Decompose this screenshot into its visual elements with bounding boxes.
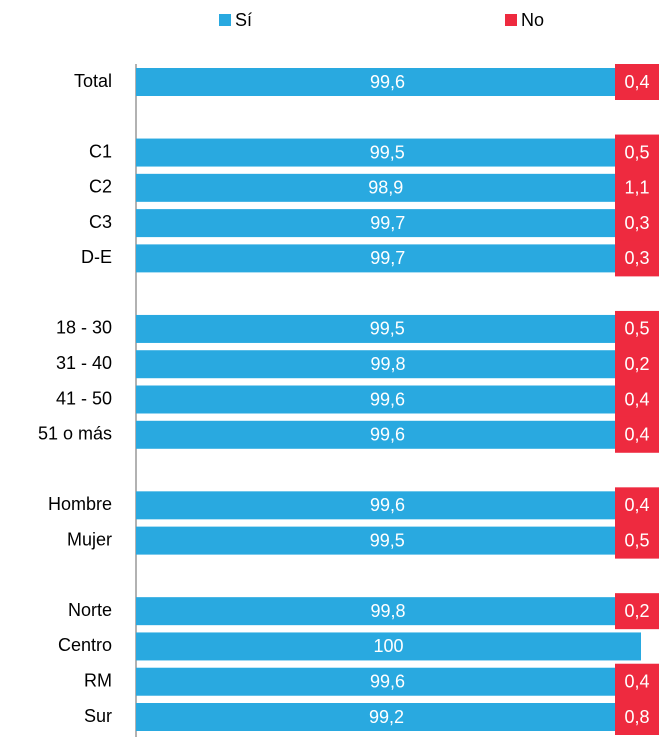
bar-segment: [136, 385, 639, 414]
bar-segment: [136, 138, 639, 167]
bar-segment: [136, 209, 640, 238]
data-label-box: [615, 240, 659, 277]
data-label: 0,5: [624, 142, 649, 162]
bar-segment: [136, 526, 639, 555]
category-label: Norte: [68, 600, 112, 620]
data-label: 99,6: [370, 671, 405, 691]
data-label: 99,6: [370, 389, 405, 409]
data-label: 0,3: [624, 248, 649, 268]
category-label: C1: [89, 141, 112, 161]
data-label-box: [615, 522, 659, 559]
data-label: 99,6: [370, 72, 405, 92]
bar-segment: [136, 173, 636, 202]
bar-segment: [136, 703, 637, 731]
data-label: 99,5: [370, 530, 405, 550]
data-label: 1,1: [624, 178, 649, 198]
legend-label: No: [521, 10, 544, 30]
data-label: 0,5: [624, 319, 649, 339]
data-label: 0,4: [624, 425, 649, 445]
bar-segment: [136, 597, 640, 626]
bar-segment: [136, 667, 639, 696]
bar-segment: [136, 420, 639, 449]
category-label: Centro: [58, 635, 112, 655]
data-label: 99,8: [370, 601, 405, 621]
legend-swatch: [505, 14, 517, 26]
data-label: 0,4: [624, 389, 649, 409]
category-label: D-E: [81, 247, 112, 267]
data-label: 0,3: [624, 213, 649, 233]
category-label: C2: [89, 177, 112, 197]
data-label: 0,5: [624, 530, 649, 550]
bar-segment: [136, 350, 640, 379]
data-label: 100: [373, 636, 403, 656]
category-label: 18 - 30: [56, 318, 112, 338]
legend-label: Sí: [235, 10, 252, 30]
category-label: C3: [89, 212, 112, 232]
category-label: 41 - 50: [56, 388, 112, 408]
data-label: 99,2: [369, 707, 404, 727]
legend-swatch: [219, 14, 231, 26]
data-label: 99,7: [370, 213, 405, 233]
bar-segment: [136, 491, 639, 520]
data-label-box: [615, 310, 659, 347]
data-label-box: [615, 593, 659, 630]
data-label: 0,2: [624, 354, 649, 374]
bar-segment: [136, 632, 641, 661]
data-label-box: [615, 381, 659, 418]
category-label: Total: [74, 71, 112, 91]
data-label: 99,6: [370, 495, 405, 515]
category-label: Hombre: [48, 494, 112, 514]
data-label: 99,5: [370, 319, 405, 339]
data-label-box: [615, 346, 659, 383]
data-label-box: [615, 416, 659, 453]
category-label: Mujer: [67, 529, 112, 549]
bar-segment: [136, 314, 639, 343]
data-label-box: [615, 699, 659, 735]
bar-segment: [136, 68, 639, 96]
data-label: 98,9: [368, 178, 403, 198]
data-label: 0,8: [624, 707, 649, 727]
data-label-box: [615, 663, 659, 700]
data-label-box: [615, 487, 659, 524]
category-label: Sur: [84, 706, 112, 726]
bar-segment: [136, 244, 640, 273]
category-label: 51 o más: [38, 424, 112, 444]
data-label: 0,4: [624, 72, 649, 92]
data-label: 99,6: [370, 425, 405, 445]
data-label-box: [615, 169, 659, 206]
data-label: 0,4: [624, 671, 649, 691]
data-label-box: [615, 205, 659, 242]
data-label: 99,7: [370, 248, 405, 268]
category-label: RM: [84, 670, 112, 690]
data-label: 99,5: [370, 142, 405, 162]
data-label: 99,8: [370, 354, 405, 374]
data-label: 0,4: [624, 495, 649, 515]
data-label-box: [615, 64, 659, 100]
data-label-box: [615, 134, 659, 171]
category-label: 31 - 40: [56, 353, 112, 373]
data-label: 0,2: [624, 601, 649, 621]
